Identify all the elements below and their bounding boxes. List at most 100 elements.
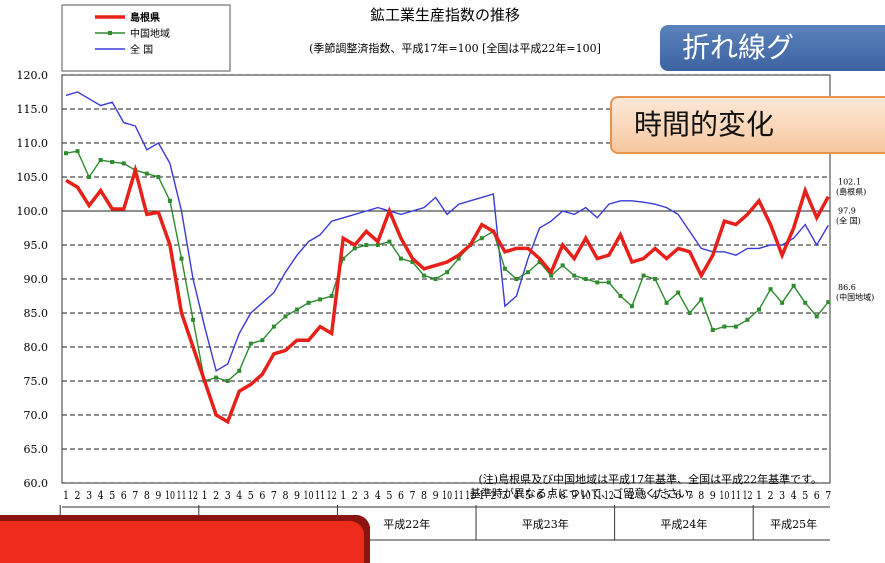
marker — [260, 338, 265, 343]
end-value-label: 102.1 — [838, 178, 861, 187]
chart-title: 鉱工業生産指数の推移 — [370, 6, 520, 24]
marker — [664, 300, 669, 305]
marker — [283, 314, 288, 319]
y-tick-label: 105.0 — [17, 171, 49, 184]
marker — [271, 324, 276, 329]
marker — [87, 175, 92, 179]
x-tick-label: 6 — [121, 489, 127, 502]
marker — [699, 297, 704, 302]
marker — [98, 158, 103, 162]
x-tick-label: 8 — [282, 489, 288, 502]
x-tick-label: 3 — [502, 489, 508, 502]
overlay-blue: 折れ線グ — [660, 25, 885, 71]
x-tick-label: 6 — [537, 489, 543, 502]
series-line — [65, 91, 829, 372]
x-tick-label: 4 — [652, 489, 658, 502]
marker — [629, 304, 634, 309]
legend-label: 全 国 — [130, 43, 153, 56]
y-tick-label: 60.0 — [24, 477, 49, 490]
x-tick-label: 5 — [802, 489, 808, 502]
marker — [514, 277, 519, 281]
x-tick-label: 7 — [132, 489, 138, 502]
x-tick-label: 2 — [213, 489, 219, 502]
marker — [826, 300, 831, 305]
marker — [653, 277, 658, 281]
x-tick-label: 6 — [259, 489, 265, 502]
note: (注)島根県及び中国地域は平成17年基準、全国は平成22年基準です。 — [479, 472, 822, 486]
x-group-label: 平成24年 — [660, 517, 707, 531]
x-tick-label: 4 — [236, 489, 242, 502]
x-tick-label: 11 — [731, 489, 741, 502]
marker — [479, 236, 484, 241]
marker — [814, 314, 819, 319]
x-tick-label: 3 — [779, 489, 785, 502]
x-tick-label: 5 — [525, 489, 531, 502]
x-tick-label: 11 — [315, 489, 325, 502]
marker — [722, 324, 727, 329]
marker — [803, 300, 808, 305]
x-tick-label: 10 — [442, 489, 452, 502]
x-tick-label: 4 — [791, 489, 797, 502]
marker — [375, 243, 380, 247]
legend-label: 島根県 — [130, 11, 160, 24]
marker — [64, 151, 68, 156]
x-tick-label: 7 — [548, 489, 554, 502]
y-tick-label: 75.0 — [24, 375, 49, 388]
legend-box — [61, 4, 231, 72]
x-tick-label: 5 — [386, 489, 392, 502]
x-tick-label: 9 — [294, 489, 300, 502]
x-tick-label: 3 — [86, 489, 92, 502]
end-value-label: 97.9 — [838, 206, 856, 215]
x-tick-label: 1 — [617, 489, 623, 502]
marker — [121, 161, 126, 166]
marker — [526, 270, 530, 275]
marker — [75, 149, 80, 154]
marker — [456, 256, 461, 261]
marker — [676, 290, 681, 295]
x-tick-label: 4 — [513, 489, 519, 502]
x-tick-label: 8 — [144, 489, 150, 502]
y-tick-label: 115.0 — [17, 103, 49, 116]
x-tick-label: 12 — [742, 489, 752, 502]
marker — [318, 297, 323, 302]
marker — [248, 341, 253, 346]
marker — [572, 273, 577, 278]
x-tick-label: 11 — [592, 489, 602, 502]
x-tick-label: 2 — [629, 489, 635, 502]
x-group-label: 平成25年 — [770, 517, 817, 531]
x-tick-label: 2 — [768, 489, 774, 502]
x-tick-label: 8 — [560, 489, 566, 502]
marker — [167, 198, 172, 203]
y-tick-label: 100.0 — [17, 205, 49, 218]
x-tick-label: 1 — [756, 489, 762, 502]
x-tick-label: 1 — [479, 489, 485, 502]
x-tick-label: 1 — [202, 489, 208, 502]
x-tick-label: 2 — [75, 489, 81, 502]
marker — [606, 280, 611, 285]
x-tick-label: 9 — [433, 489, 439, 502]
marker — [156, 175, 161, 179]
legend-marker — [108, 31, 112, 35]
marker — [422, 273, 427, 278]
marker — [618, 294, 623, 298]
chart-subtitle: (季節調整済指数、平成17年=100 [全国は平成22年=100] — [309, 41, 601, 55]
x-tick-label: 8 — [698, 489, 704, 502]
marker — [191, 317, 196, 322]
marker — [433, 277, 438, 281]
marker — [295, 307, 299, 312]
y-tick-label: 90.0 — [24, 273, 49, 286]
x-tick-label: 2 — [490, 489, 496, 502]
marker — [768, 287, 773, 292]
x-tick-label: 10 — [165, 489, 175, 502]
marker — [410, 260, 415, 264]
x-tick-label: 6 — [398, 489, 404, 502]
x-tick-label: 12 — [465, 489, 475, 502]
y-tick-label: 80.0 — [24, 341, 49, 354]
marker — [745, 317, 750, 322]
end-value-label: 86.6 — [838, 283, 856, 292]
x-tick-label: 4 — [375, 489, 381, 502]
marker — [144, 171, 149, 176]
x-tick-label: 1 — [63, 489, 69, 502]
